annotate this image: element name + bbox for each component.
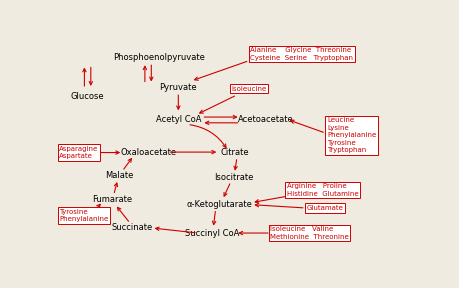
Text: Arginine   Proline
Histidine  Glutamine: Arginine Proline Histidine Glutamine <box>287 183 358 196</box>
Text: Oxaloacetate: Oxaloacetate <box>120 147 176 157</box>
Text: α-Ketoglutarate: α-Ketoglutarate <box>186 200 252 209</box>
Text: Isoleucine   Valine
Methionine  Threonine: Isoleucine Valine Methionine Threonine <box>270 226 349 240</box>
Text: Pyruvate: Pyruvate <box>160 83 197 92</box>
Text: Isocitrate: Isocitrate <box>214 173 253 182</box>
Text: Alanine    Glycine  Threonine
Cysteine  Serine   Tryptophan: Alanine Glycine Threonine Cysteine Serin… <box>250 47 353 61</box>
Text: Succinyl CoA: Succinyl CoA <box>185 229 239 238</box>
Text: Citrate: Citrate <box>221 147 250 157</box>
Text: Succinate: Succinate <box>112 223 153 232</box>
Text: Isoleucine: Isoleucine <box>232 86 267 92</box>
Text: Acetyl CoA: Acetyl CoA <box>156 115 201 124</box>
Text: Fumarate: Fumarate <box>92 195 133 204</box>
Text: Phosphoenolpyruvate: Phosphoenolpyruvate <box>113 53 205 62</box>
Text: Leucine
Lysine
Phenylalanine
Tyrosine
Tryptophan: Leucine Lysine Phenylalanine Tyrosine Tr… <box>327 118 376 154</box>
Text: Tyrosine
Phenylalanine: Tyrosine Phenylalanine <box>59 209 108 222</box>
Text: Acetoacetate: Acetoacetate <box>238 115 293 124</box>
Text: Glucose: Glucose <box>71 92 105 101</box>
Text: Glutamate: Glutamate <box>307 205 343 211</box>
Text: Malate: Malate <box>106 171 134 180</box>
Text: Asparagine
Aspartate: Asparagine Aspartate <box>59 146 98 159</box>
